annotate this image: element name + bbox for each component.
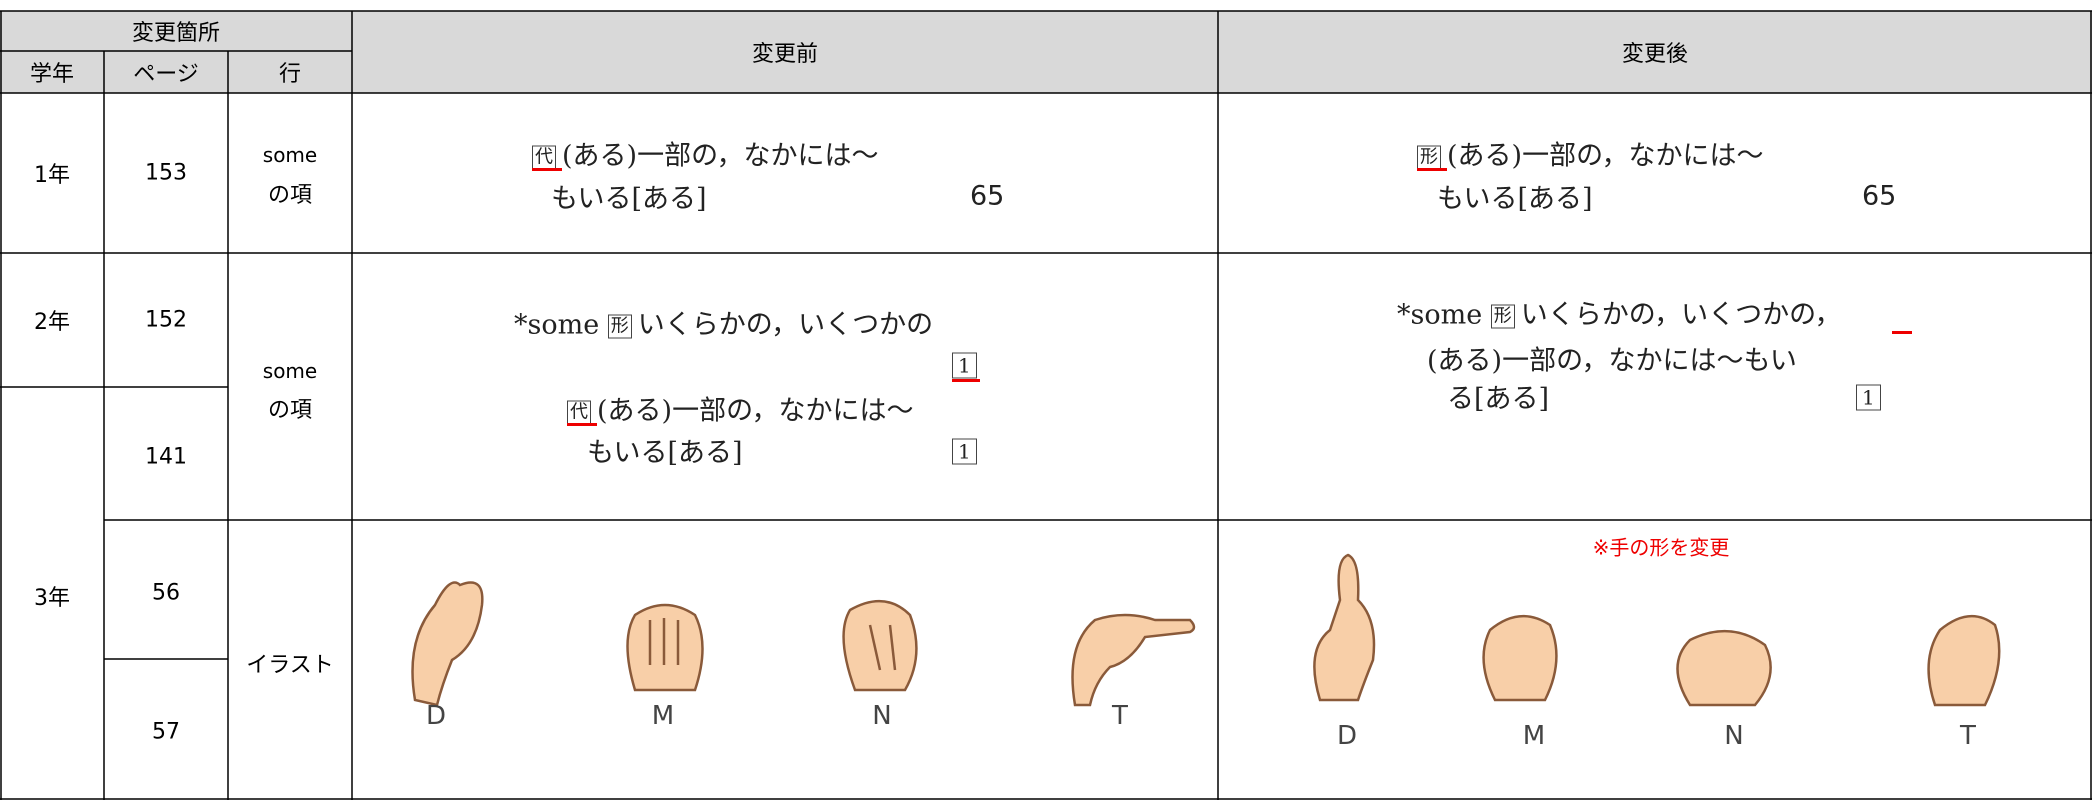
header-bg (0, 11, 2092, 93)
wrapper: 1 (1856, 381, 1881, 412)
letter: N (872, 701, 892, 731)
text: いくらかの，いくつかの (637, 309, 934, 341)
letter: T (1112, 701, 1128, 731)
wrapper: 1 (952, 435, 977, 466)
num-box: 1 (1856, 384, 1881, 411)
header-line: 行 (278, 62, 302, 87)
line-ref: の項 (267, 398, 313, 423)
header-page: ページ (133, 62, 199, 87)
note: ※手の形を変更 (1592, 535, 1730, 560)
letter: D (425, 701, 447, 731)
underline (567, 423, 597, 426)
letter: M (1522, 721, 1546, 751)
line-ref: some (262, 359, 318, 383)
text: (ある)一部の，なかには～ (562, 140, 879, 172)
grade: 2年 (34, 310, 70, 335)
text: もいる[ある] (1437, 183, 1593, 215)
underline (952, 379, 980, 382)
text: (ある)一部の，なかには～ (1447, 140, 1764, 172)
text: もいる[ある] (587, 437, 743, 469)
header-grade: 学年 (29, 62, 75, 87)
grade: 1年 (34, 163, 70, 188)
tag: 代 (567, 400, 591, 424)
num-box: 1 (952, 352, 977, 379)
letter: D (1336, 721, 1358, 751)
hand-illustrations (411, 553, 2001, 707)
num-box: 1 (952, 438, 977, 465)
text: (ある)一部の，なかには～もい (1427, 345, 1797, 377)
tag: 形 (1417, 145, 1441, 169)
underline (1892, 331, 1912, 334)
number: 65 (970, 180, 1005, 212)
header-before: 変更前 (751, 42, 819, 67)
dict-line: 形 (ある)一部の，なかには～ (1417, 134, 1763, 173)
text: もいる[ある] (551, 183, 707, 215)
page-number: 56 (152, 580, 180, 606)
text: る[ある] (1447, 383, 1550, 415)
text: いくらかの，いくつかの， (1520, 299, 1842, 331)
header-after: 変更後 (1621, 42, 1689, 67)
letter: T (1960, 721, 1976, 751)
underline (532, 168, 562, 171)
page-number: 141 (145, 444, 187, 470)
wrapper: 1 (952, 349, 977, 380)
line-ref: の項 (267, 183, 313, 208)
tag: 形 (1490, 304, 1515, 328)
head: *some (1397, 299, 1483, 331)
dict-line: 代 (ある)一部の，なかには～ (567, 389, 913, 428)
header-group: 変更箇所 (131, 21, 221, 46)
text: (ある)一部の，なかには～ (597, 395, 914, 427)
page-number: 57 (152, 719, 180, 745)
page-number: 153 (145, 160, 187, 186)
head: *some (514, 309, 600, 341)
line-ref: イラスト (246, 653, 334, 678)
dict-line: *some 形いくらかの，いくつかの (514, 303, 933, 342)
tag: 形 (607, 314, 632, 338)
underline (1417, 168, 1447, 171)
tag: 代 (532, 145, 556, 169)
number: 65 (1862, 180, 1897, 212)
dict-line: 代 (ある)一部の，なかには～ (532, 134, 878, 173)
line-ref: some (262, 143, 318, 167)
dict-line: *some 形いくらかの，いくつかの， (1397, 293, 1842, 332)
page-number: 152 (145, 307, 187, 333)
letter: M (651, 701, 675, 731)
grade: 3年 (34, 586, 70, 611)
letter: N (1724, 721, 1744, 751)
